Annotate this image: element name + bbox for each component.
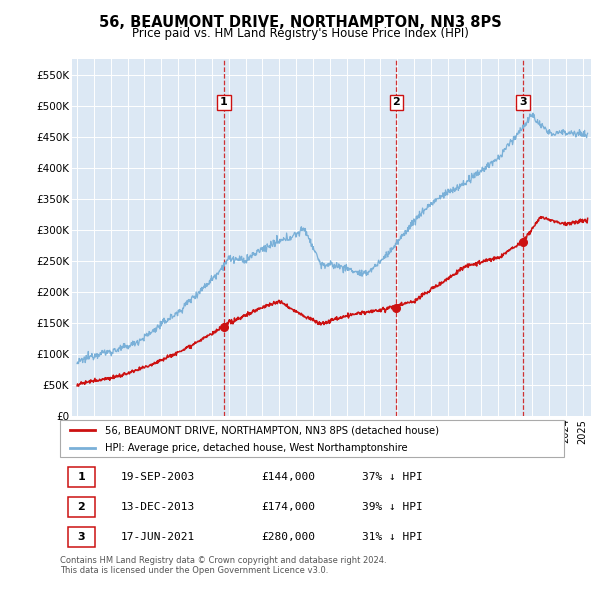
Text: Price paid vs. HM Land Registry's House Price Index (HPI): Price paid vs. HM Land Registry's House …: [131, 27, 469, 40]
Text: £174,000: £174,000: [262, 502, 316, 512]
Text: 3: 3: [77, 532, 85, 542]
Text: £144,000: £144,000: [262, 471, 316, 481]
Text: 19-SEP-2003: 19-SEP-2003: [121, 471, 195, 481]
Text: 39% ↓ HPI: 39% ↓ HPI: [362, 502, 423, 512]
FancyBboxPatch shape: [68, 497, 95, 517]
Text: 2: 2: [77, 502, 85, 512]
Text: 1: 1: [77, 471, 85, 481]
Text: 37% ↓ HPI: 37% ↓ HPI: [362, 471, 423, 481]
FancyBboxPatch shape: [68, 527, 95, 547]
Text: This data is licensed under the Open Government Licence v3.0.: This data is licensed under the Open Gov…: [60, 566, 328, 575]
Text: HPI: Average price, detached house, West Northamptonshire: HPI: Average price, detached house, West…: [106, 443, 408, 453]
Text: Contains HM Land Registry data © Crown copyright and database right 2024.: Contains HM Land Registry data © Crown c…: [60, 556, 386, 565]
Text: 3: 3: [519, 97, 527, 107]
FancyBboxPatch shape: [60, 420, 564, 457]
Text: £280,000: £280,000: [262, 532, 316, 542]
Text: 56, BEAUMONT DRIVE, NORTHAMPTON, NN3 8PS: 56, BEAUMONT DRIVE, NORTHAMPTON, NN3 8PS: [98, 15, 502, 30]
FancyBboxPatch shape: [68, 467, 95, 487]
Text: 13-DEC-2013: 13-DEC-2013: [121, 502, 195, 512]
Text: 17-JUN-2021: 17-JUN-2021: [121, 532, 195, 542]
Text: 2: 2: [392, 97, 400, 107]
Text: 1: 1: [220, 97, 228, 107]
Text: 31% ↓ HPI: 31% ↓ HPI: [362, 532, 423, 542]
Text: 56, BEAUMONT DRIVE, NORTHAMPTON, NN3 8PS (detached house): 56, BEAUMONT DRIVE, NORTHAMPTON, NN3 8PS…: [106, 425, 439, 435]
